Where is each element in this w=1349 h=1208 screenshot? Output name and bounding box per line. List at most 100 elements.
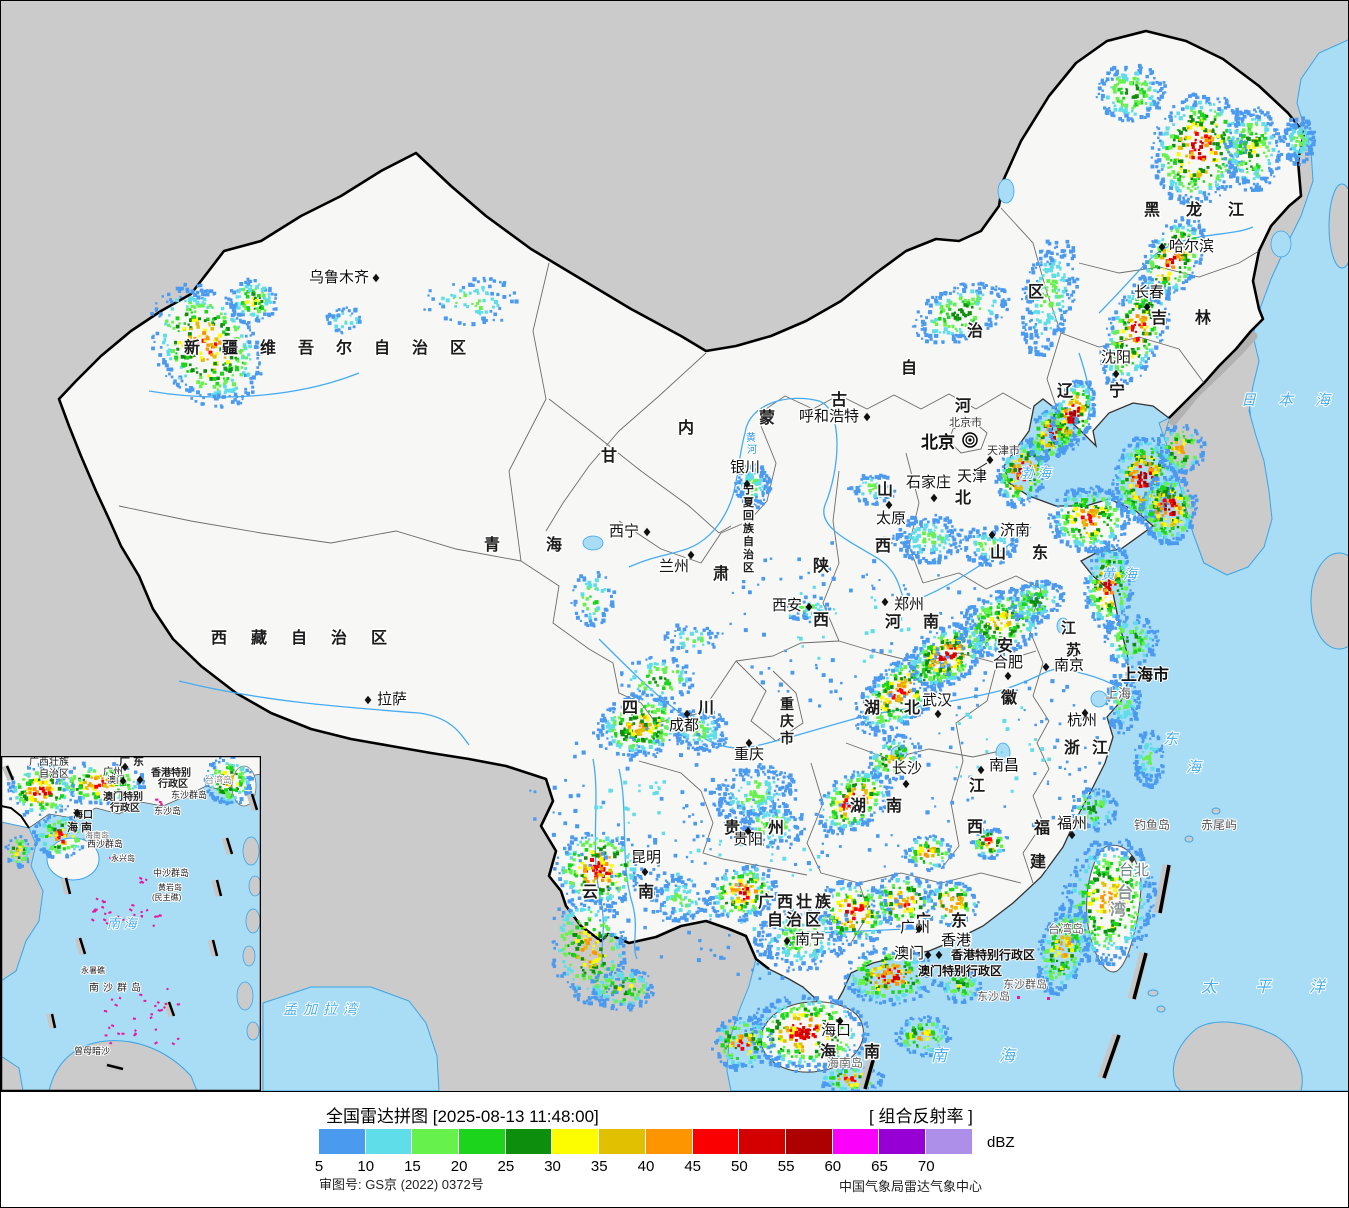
radar-echo-pixel — [870, 762, 874, 766]
radar-echo-pixel — [794, 1049, 799, 1054]
radar-echo-pixel — [752, 1014, 756, 1018]
radar-echo-pixel — [972, 644, 976, 648]
radar-echo-pixel — [886, 768, 890, 772]
radar-echo-pixel — [885, 682, 890, 687]
radar-echo-pixel — [909, 986, 913, 990]
radar-echo-pixel — [681, 884, 685, 888]
radar-echo-pixel — [680, 729, 685, 733]
radar-echo-pixel — [653, 662, 657, 666]
radar-echo-pixel — [490, 297, 494, 301]
radar-echo-pixel — [765, 822, 770, 826]
radar-echo-pixel — [583, 864, 588, 869]
radar-echo-pixel — [915, 693, 919, 697]
radar-echo-pixel — [733, 869, 736, 872]
radar-echo-pixel — [200, 381, 205, 386]
radar-echo-pixel — [787, 936, 791, 940]
radar-echo-pixel — [562, 912, 565, 915]
radar-echo-pixel — [938, 657, 943, 661]
radar-echo-pixel — [890, 786, 893, 790]
radar-echo-pixel — [759, 811, 763, 815]
radar-echo-pixel — [584, 856, 588, 860]
radar-echo-pixel — [599, 866, 604, 871]
radar-echo-pixel — [819, 814, 823, 818]
radar-echo-pixel — [627, 979, 630, 982]
radar-echo-pixel — [827, 947, 831, 951]
radar-echo-pixel — [962, 903, 965, 906]
radar-echo-pixel — [723, 1050, 727, 1054]
radar-echo-pixel — [646, 994, 651, 999]
radar-echo-pixel — [973, 622, 977, 626]
radar-echo-pixel — [842, 949, 846, 952]
radar-echo-pixel — [718, 811, 723, 816]
radar-echo-pixel — [873, 967, 877, 971]
radar-echo-pixel — [662, 669, 667, 674]
radar-echo-pixel — [886, 686, 891, 691]
radar-echo-pixel — [859, 904, 864, 909]
radar-echo-pixel — [251, 385, 255, 389]
radar-echo-pixel — [782, 775, 786, 779]
radar-echo-pixel — [877, 994, 881, 998]
radar-echo-pixel — [241, 371, 246, 375]
radar-echo-pixel — [868, 806, 872, 810]
radar-echo-pixel — [897, 741, 901, 745]
radar-echo-pixel — [875, 911, 879, 915]
radar-echo-pixel — [893, 756, 898, 761]
radar-echo-pixel — [768, 786, 772, 790]
radar-echo-pixel — [229, 298, 233, 302]
radar-echo-pixel — [203, 369, 207, 373]
radar-echo-pixel — [865, 978, 869, 982]
radar-echo-pixel — [945, 883, 948, 887]
radar-echo-pixel — [894, 674, 898, 677]
radar-echo-pixel — [761, 905, 766, 910]
radar-echo-pixel — [798, 1042, 803, 1047]
radar-echo-pixel — [199, 304, 203, 308]
radar-echo-pixel — [757, 1020, 760, 1023]
radar-echo-pixel — [818, 914, 823, 919]
radar-echo-pixel — [248, 288, 253, 292]
radar-echo-pixel — [900, 760, 903, 763]
radar-echo-pixel — [947, 676, 951, 680]
radar-echo-pixel — [665, 916, 670, 920]
radar-echo-pixel — [767, 830, 770, 833]
radar-echo-pixel — [613, 854, 617, 859]
radar-echo-pixel — [872, 680, 877, 685]
radar-echo-pixel — [760, 1027, 764, 1030]
radar-echo-pixel — [845, 895, 849, 899]
radar-echo-pixel — [661, 700, 665, 704]
radar-echo-pixel — [349, 314, 352, 317]
radar-echo-pixel — [971, 648, 976, 653]
radar-echo-pixel — [783, 996, 786, 999]
radar-echo-pixel — [884, 744, 888, 748]
radar-echo-pixel — [590, 866, 595, 870]
radar-echo-pixel — [829, 918, 832, 921]
radar-echo-pixel — [746, 880, 750, 884]
radar-echo-pixel — [783, 910, 786, 913]
radar-echo-pixel — [857, 935, 862, 940]
radar-echo-pixel — [625, 855, 630, 859]
radar-echo-pixel — [877, 890, 881, 894]
radar-echo-pixel — [940, 627, 944, 630]
radar-echo-pixel — [946, 639, 949, 642]
radar-echo-pixel — [216, 393, 221, 398]
radar-echo-pixel — [828, 995, 833, 1000]
radar-echo-pixel — [900, 972, 903, 975]
radar-echo-pixel — [850, 776, 854, 780]
radar-echo-pixel — [748, 817, 753, 821]
foreign-islands — [1147, 183, 1348, 1091]
radar-echo-pixel — [798, 1051, 801, 1055]
radar-echo-pixel — [601, 860, 606, 865]
radar-echo-pixel — [731, 1053, 734, 1056]
radar-echo-pixel — [933, 692, 937, 696]
radar-echo-pixel — [787, 966, 791, 969]
radar-echo-pixel — [782, 1045, 786, 1049]
radar-echo-pixel — [821, 945, 824, 949]
radar-echo-pixel — [246, 306, 251, 311]
radar-echo-pixel — [582, 969, 585, 972]
radar-echo-pixel — [678, 721, 681, 724]
radar-echo-pixel — [874, 990, 879, 995]
radar-echo-pixel — [219, 404, 223, 407]
radar-echo-pixel — [907, 981, 910, 984]
radar-echo-pixel — [776, 1055, 781, 1060]
radar-echo-pixel — [884, 719, 887, 722]
radar-echo-pixel — [249, 376, 253, 380]
